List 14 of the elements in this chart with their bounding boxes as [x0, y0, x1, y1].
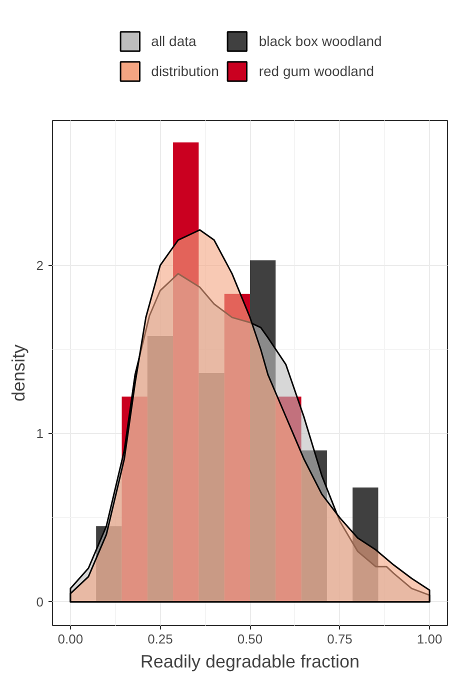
legend-label: black box woodland — [258, 33, 382, 49]
legend-label: distribution — [151, 63, 219, 79]
x-tick-label: 1.00 — [416, 632, 442, 646]
x-axis-title: Readily degradable fraction — [140, 652, 360, 672]
y-tick-label: 1 — [36, 426, 44, 442]
y-axis-title: density — [8, 344, 28, 402]
x-tick-label: 0.50 — [237, 632, 263, 646]
legend-label: all data — [151, 33, 196, 49]
y-tick-label: 2 — [36, 258, 44, 273]
legend-label: red gum woodland — [258, 63, 374, 79]
x-tick-label: 0.75 — [327, 632, 352, 646]
x-tick-label: 0.25 — [148, 632, 173, 646]
y-tick-label: 0 — [36, 594, 44, 610]
x-tick-label: 0.00 — [58, 632, 84, 646]
